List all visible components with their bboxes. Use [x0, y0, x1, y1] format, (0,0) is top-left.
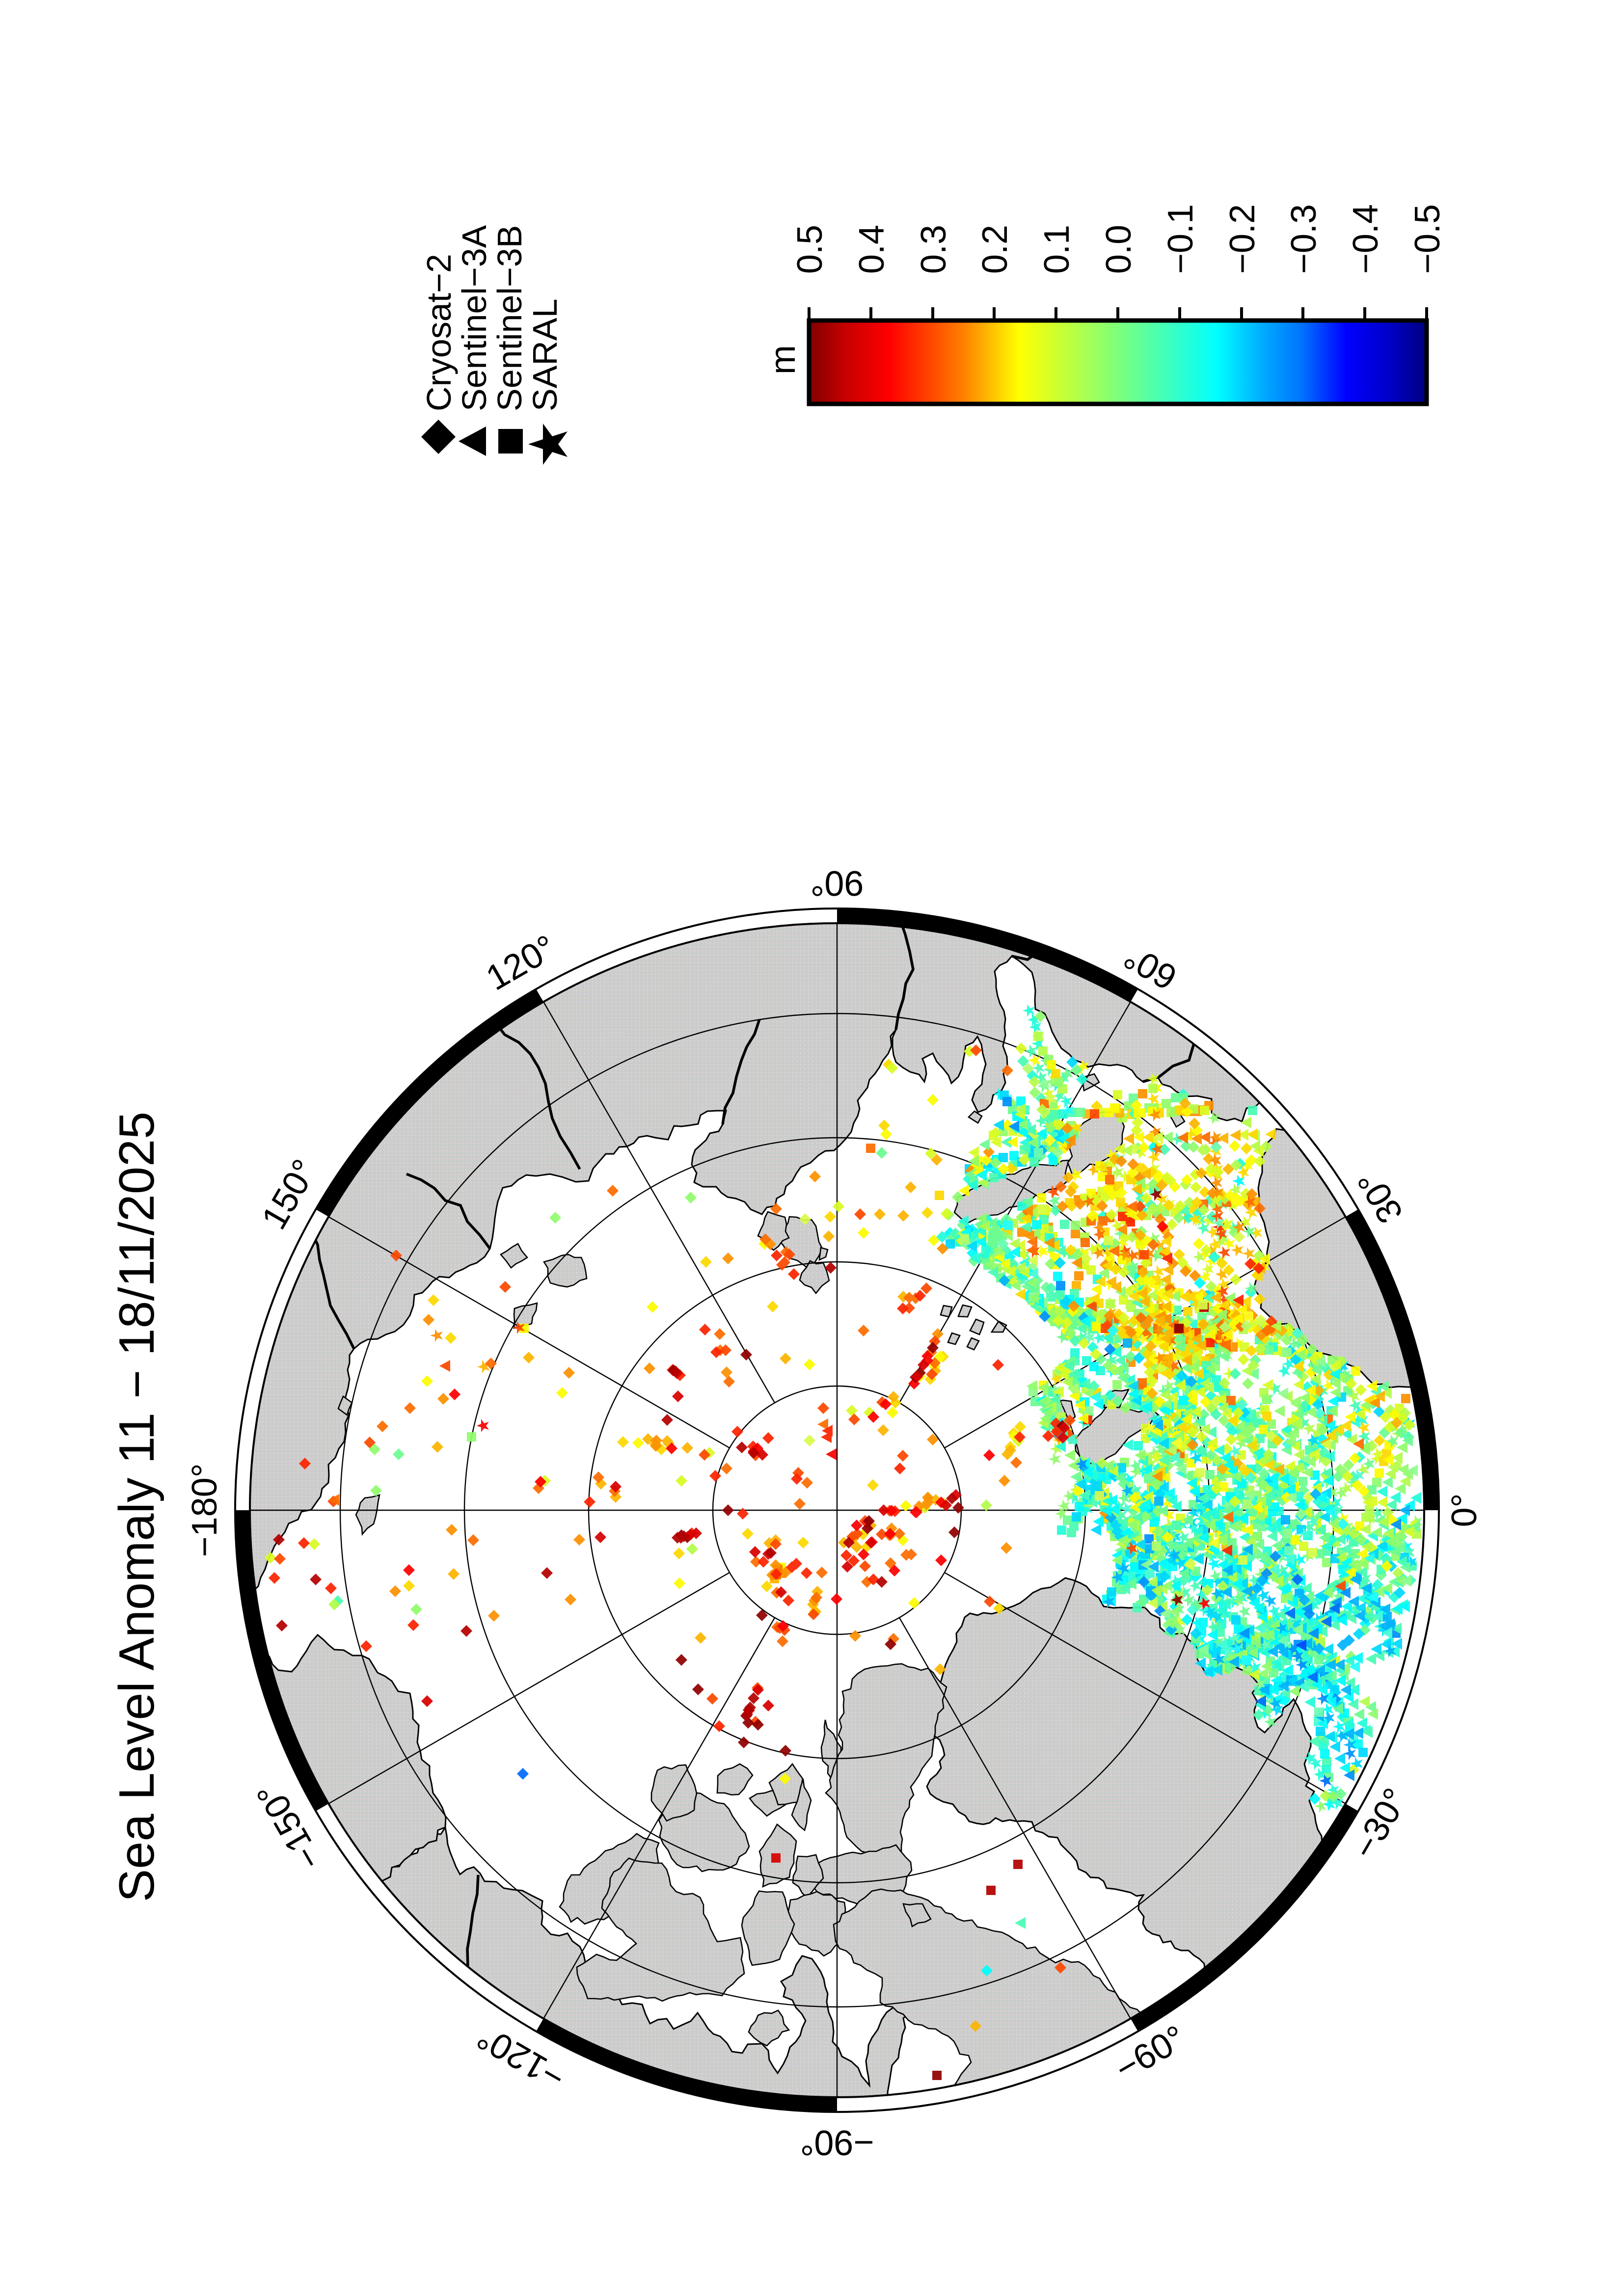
svg-text:Sea Level Anomaly 11 − 18/11/2: Sea Level Anomaly 11 − 18/11/2025: [109, 1112, 164, 1902]
svg-text:90°: 90°: [811, 863, 864, 903]
svg-text:0.5: 0.5: [790, 225, 830, 274]
svg-text:−0.5: −0.5: [1408, 204, 1447, 274]
svg-text:−0.1: −0.1: [1161, 204, 1200, 274]
svg-text:0.4: 0.4: [852, 225, 892, 274]
svg-text:−0.3: −0.3: [1284, 204, 1324, 274]
svg-text:−0.4: −0.4: [1346, 204, 1385, 274]
svg-text:Cryosat−2: Cryosat−2: [420, 254, 458, 411]
svg-text:0.0: 0.0: [1099, 225, 1138, 274]
svg-text:m: m: [763, 345, 803, 374]
svg-text:−180°: −180°: [185, 1464, 224, 1557]
svg-text:0°: 0°: [1445, 1494, 1484, 1527]
svg-text:Sentinel−3A: Sentinel−3A: [455, 225, 493, 411]
svg-text:0.2: 0.2: [975, 225, 1015, 274]
svg-text:0.3: 0.3: [914, 225, 953, 274]
svg-text:−90°: −90°: [800, 2123, 874, 2162]
svg-text:−0.2: −0.2: [1223, 204, 1262, 274]
svg-text:0.1: 0.1: [1037, 225, 1077, 274]
svg-text:Sentinel−3B: Sentinel−3B: [490, 225, 529, 411]
svg-text:SARAL: SARAL: [526, 298, 564, 411]
